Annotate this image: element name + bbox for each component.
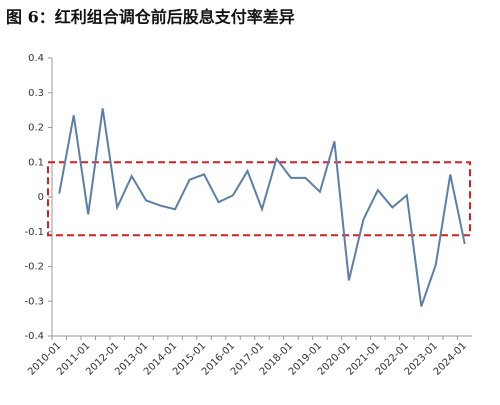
y-tick-label: -0.1: [24, 227, 44, 238]
y-tick-label: -0.4: [24, 331, 44, 342]
y-tick-label: 0: [38, 192, 44, 203]
y-tick-label: 0.4: [28, 53, 44, 64]
y-tick-label: 0.3: [28, 88, 44, 99]
y-tick-label: 0.1: [28, 157, 44, 168]
data-line: [58, 108, 466, 307]
chart-title: 图 6：红利组合调仓前后股息支付率差异: [6, 8, 295, 27]
threshold-band: [47, 161, 471, 237]
y-tick-label: 0.2: [28, 123, 44, 134]
y-tick-label: -0.2: [24, 262, 44, 273]
y-tick-label: -0.3: [24, 296, 44, 307]
